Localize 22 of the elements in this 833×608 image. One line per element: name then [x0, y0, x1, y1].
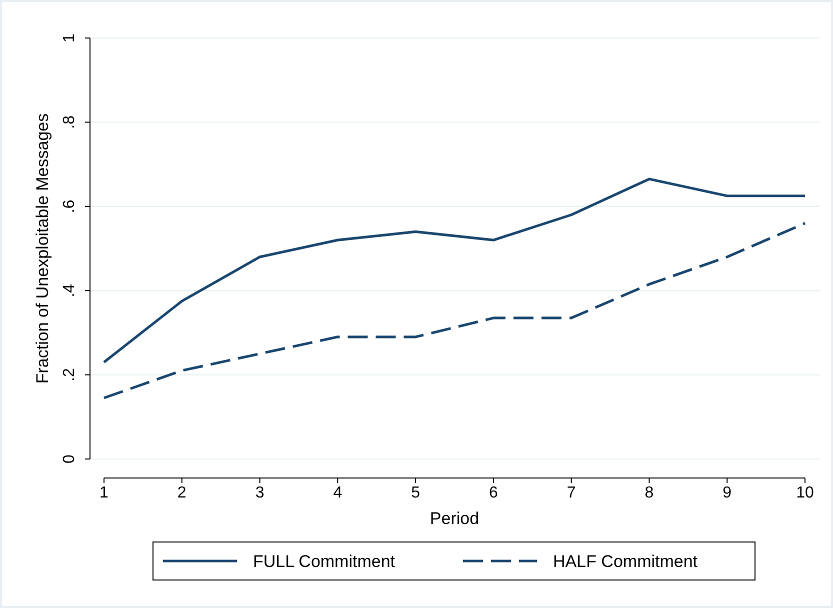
- x-axis-title: Period: [430, 509, 480, 528]
- x-tick-label: 5: [411, 484, 420, 502]
- y-axis-title: Fraction of Unexploitable Messages: [33, 113, 52, 384]
- y-tick-label: .6: [61, 200, 78, 214]
- x-tick-label: 9: [722, 484, 732, 502]
- legend-label: HALF Commitment: [553, 552, 698, 571]
- x-tick-label: 3: [255, 484, 264, 502]
- y-tick-label: .2: [61, 368, 78, 382]
- x-tick-label: 2: [177, 484, 186, 502]
- x-tick-label: 6: [488, 484, 498, 502]
- line-series: [102, 222, 806, 400]
- y-tick-label: .4: [61, 284, 78, 298]
- legend-label: FULL Commitment: [253, 552, 396, 571]
- y-tick-label: 0: [61, 454, 78, 464]
- y-tick-label: 1: [61, 33, 78, 42]
- x-tick-label: 10: [796, 484, 814, 502]
- x-tick-label: 4: [333, 484, 342, 502]
- y-tick-label: .8: [61, 115, 78, 129]
- x-tick-label: 8: [644, 484, 654, 502]
- line-series: [102, 178, 806, 364]
- x-tick-label: 7: [566, 484, 576, 502]
- x-tick-label: 1: [100, 484, 109, 502]
